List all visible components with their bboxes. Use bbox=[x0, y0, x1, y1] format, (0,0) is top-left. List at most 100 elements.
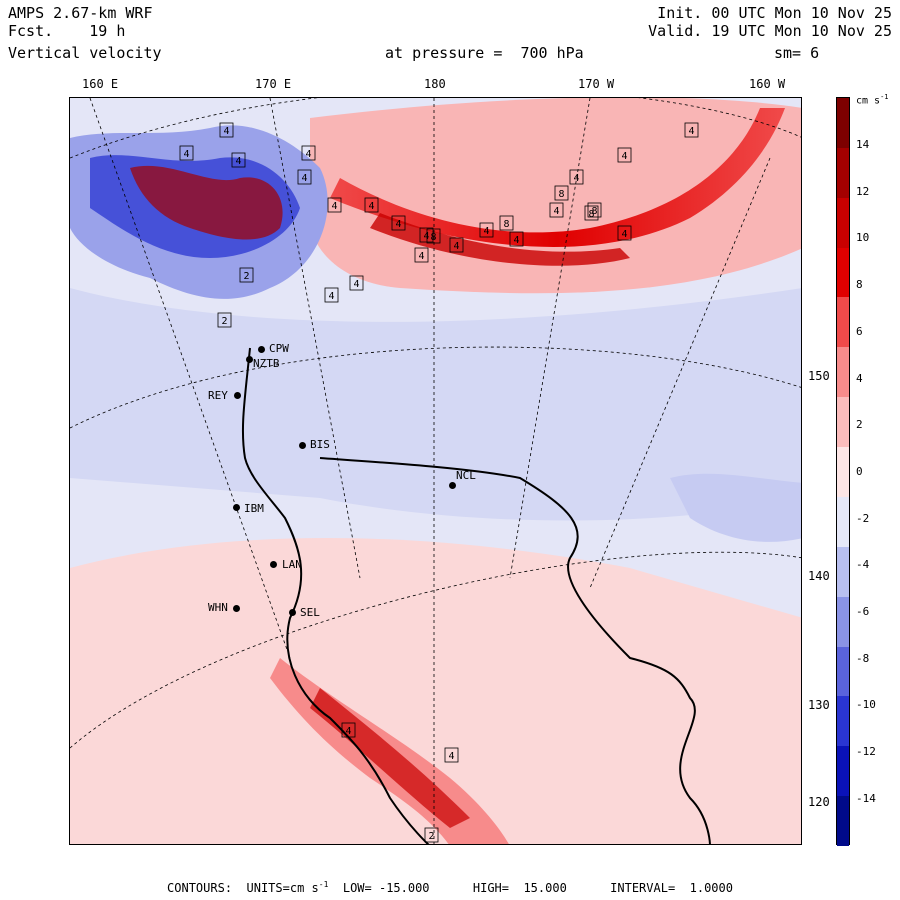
legend-swatch bbox=[837, 98, 849, 149]
lat-label: 140 W bbox=[808, 569, 845, 583]
max-marker: 8 bbox=[584, 205, 599, 221]
max-marker: 4 bbox=[231, 152, 246, 168]
lat-label: 130 W bbox=[808, 698, 845, 712]
max-marker: 8 bbox=[499, 215, 514, 231]
field-name: Vertical velocity bbox=[8, 44, 162, 62]
init-time: Init. 00 UTC Mon 10 Nov 25 bbox=[657, 4, 892, 22]
svg-text:4: 4 bbox=[223, 126, 229, 137]
svg-text:4: 4 bbox=[345, 726, 351, 737]
svg-text:4: 4 bbox=[553, 206, 559, 217]
svg-text:4: 4 bbox=[301, 173, 307, 184]
negative-region bbox=[70, 288, 801, 521]
max-marker: 4 bbox=[364, 197, 379, 213]
max-marker: 4 bbox=[414, 247, 429, 263]
legend-swatch bbox=[837, 247, 849, 298]
updraft-core bbox=[130, 165, 283, 240]
station-whn: WHN bbox=[208, 601, 228, 614]
legend-swatch bbox=[837, 746, 849, 797]
svg-text:4: 4 bbox=[513, 235, 519, 246]
legend-tick-label: 4 bbox=[856, 371, 863, 385]
legend-tick-label: -10 bbox=[856, 698, 876, 712]
svg-text:8: 8 bbox=[558, 189, 564, 200]
svg-text:4: 4 bbox=[305, 149, 311, 160]
max-marker: 8 bbox=[587, 202, 602, 218]
legend-tick-label: 14 bbox=[856, 138, 870, 151]
parallel bbox=[70, 551, 801, 749]
max-marker: 4 bbox=[327, 197, 342, 213]
parallel bbox=[70, 98, 801, 159]
model-title: AMPS 2.67-km WRF bbox=[8, 4, 153, 22]
coastline bbox=[241, 347, 430, 844]
svg-text:4: 4 bbox=[328, 291, 334, 302]
svg-text:4: 4 bbox=[423, 231, 429, 242]
legend-tick-label: 6 bbox=[856, 324, 863, 338]
legend-swatch bbox=[837, 796, 849, 847]
lon-label: 170 E bbox=[255, 77, 292, 91]
max-marker: 4 bbox=[419, 227, 434, 243]
svg-text:4: 4 bbox=[331, 201, 337, 212]
legend-tick-label: 12 bbox=[856, 184, 870, 198]
valid-time: Valid. 19 UTC Mon 10 Nov 25 bbox=[648, 22, 892, 40]
station-dot bbox=[449, 482, 456, 489]
east-negative-patch bbox=[670, 473, 801, 542]
legend-tick-label: -4 bbox=[856, 558, 870, 572]
svg-text:4: 4 bbox=[353, 279, 359, 290]
lat-label: 120 W bbox=[808, 795, 845, 809]
station-cpw: CPW bbox=[269, 342, 289, 355]
max-marker: 4 bbox=[684, 122, 699, 138]
lon-label: 160 E bbox=[82, 77, 119, 91]
max-marker: 4 bbox=[301, 145, 316, 161]
lon-label: 160 W bbox=[749, 77, 786, 91]
legend-swatch bbox=[837, 696, 849, 747]
legend-tick-label: 8 bbox=[856, 278, 863, 292]
max-marker: 8 bbox=[554, 185, 569, 201]
lon-label: 170 W bbox=[578, 77, 615, 91]
contour-info: CONTOURS: UNITS=cm s-1 LOW= -15.000 HIGH… bbox=[167, 880, 733, 895]
max-marker: 2 bbox=[424, 827, 439, 843]
legend-tick-label: -14 bbox=[856, 791, 876, 805]
station-dot bbox=[299, 442, 306, 449]
max-marker: 4 bbox=[617, 147, 632, 163]
station-dot bbox=[258, 346, 265, 353]
jet-max bbox=[370, 213, 630, 266]
svg-text:2: 2 bbox=[243, 271, 249, 282]
legend-tick-label: 0 bbox=[856, 464, 863, 478]
svg-text:8: 8 bbox=[430, 232, 436, 243]
legend-tick-label: -2 bbox=[856, 511, 870, 525]
legend-tick-label: -6 bbox=[856, 605, 870, 618]
legend-swatch bbox=[837, 646, 849, 697]
svg-text:4: 4 bbox=[453, 241, 459, 252]
svg-text:2: 2 bbox=[428, 831, 434, 842]
station-sel: SEL bbox=[300, 606, 320, 619]
svg-text:4: 4 bbox=[621, 229, 627, 240]
station-nztb: NZTB bbox=[253, 357, 280, 370]
station-dot bbox=[246, 356, 253, 363]
station-lan: LAN bbox=[282, 558, 302, 571]
station-rey: REY bbox=[208, 389, 228, 402]
max-marker: 4 bbox=[297, 169, 312, 185]
svg-text:4: 4 bbox=[235, 156, 241, 167]
legend-swatch bbox=[837, 447, 849, 498]
max-marker: 4 bbox=[179, 145, 194, 161]
svg-text:4: 4 bbox=[183, 149, 189, 160]
smoothing-label: sm= 6 bbox=[774, 44, 820, 62]
svg-text:4: 4 bbox=[448, 751, 454, 762]
max-marker: 8 bbox=[426, 228, 441, 244]
forecast-hour: Fcst. 19 h bbox=[8, 22, 126, 40]
legend-tick-label: 10 bbox=[856, 231, 870, 245]
station-bis: BIS bbox=[310, 438, 330, 451]
legend-tick-label: -12 bbox=[856, 745, 876, 759]
max-marker: 4 bbox=[324, 287, 339, 303]
max-marker: 4 bbox=[444, 747, 459, 763]
legend-units: cm s-1 bbox=[856, 93, 889, 107]
svg-text:4: 4 bbox=[573, 173, 579, 184]
max-marker: 4 bbox=[391, 215, 406, 231]
ice-shelf-edge bbox=[319, 457, 711, 844]
station-dot bbox=[233, 504, 240, 511]
legend-swatch bbox=[837, 496, 849, 548]
max-marker: 2 bbox=[217, 312, 232, 328]
legend-swatch bbox=[837, 297, 849, 348]
max-marker: 4 bbox=[349, 275, 364, 291]
